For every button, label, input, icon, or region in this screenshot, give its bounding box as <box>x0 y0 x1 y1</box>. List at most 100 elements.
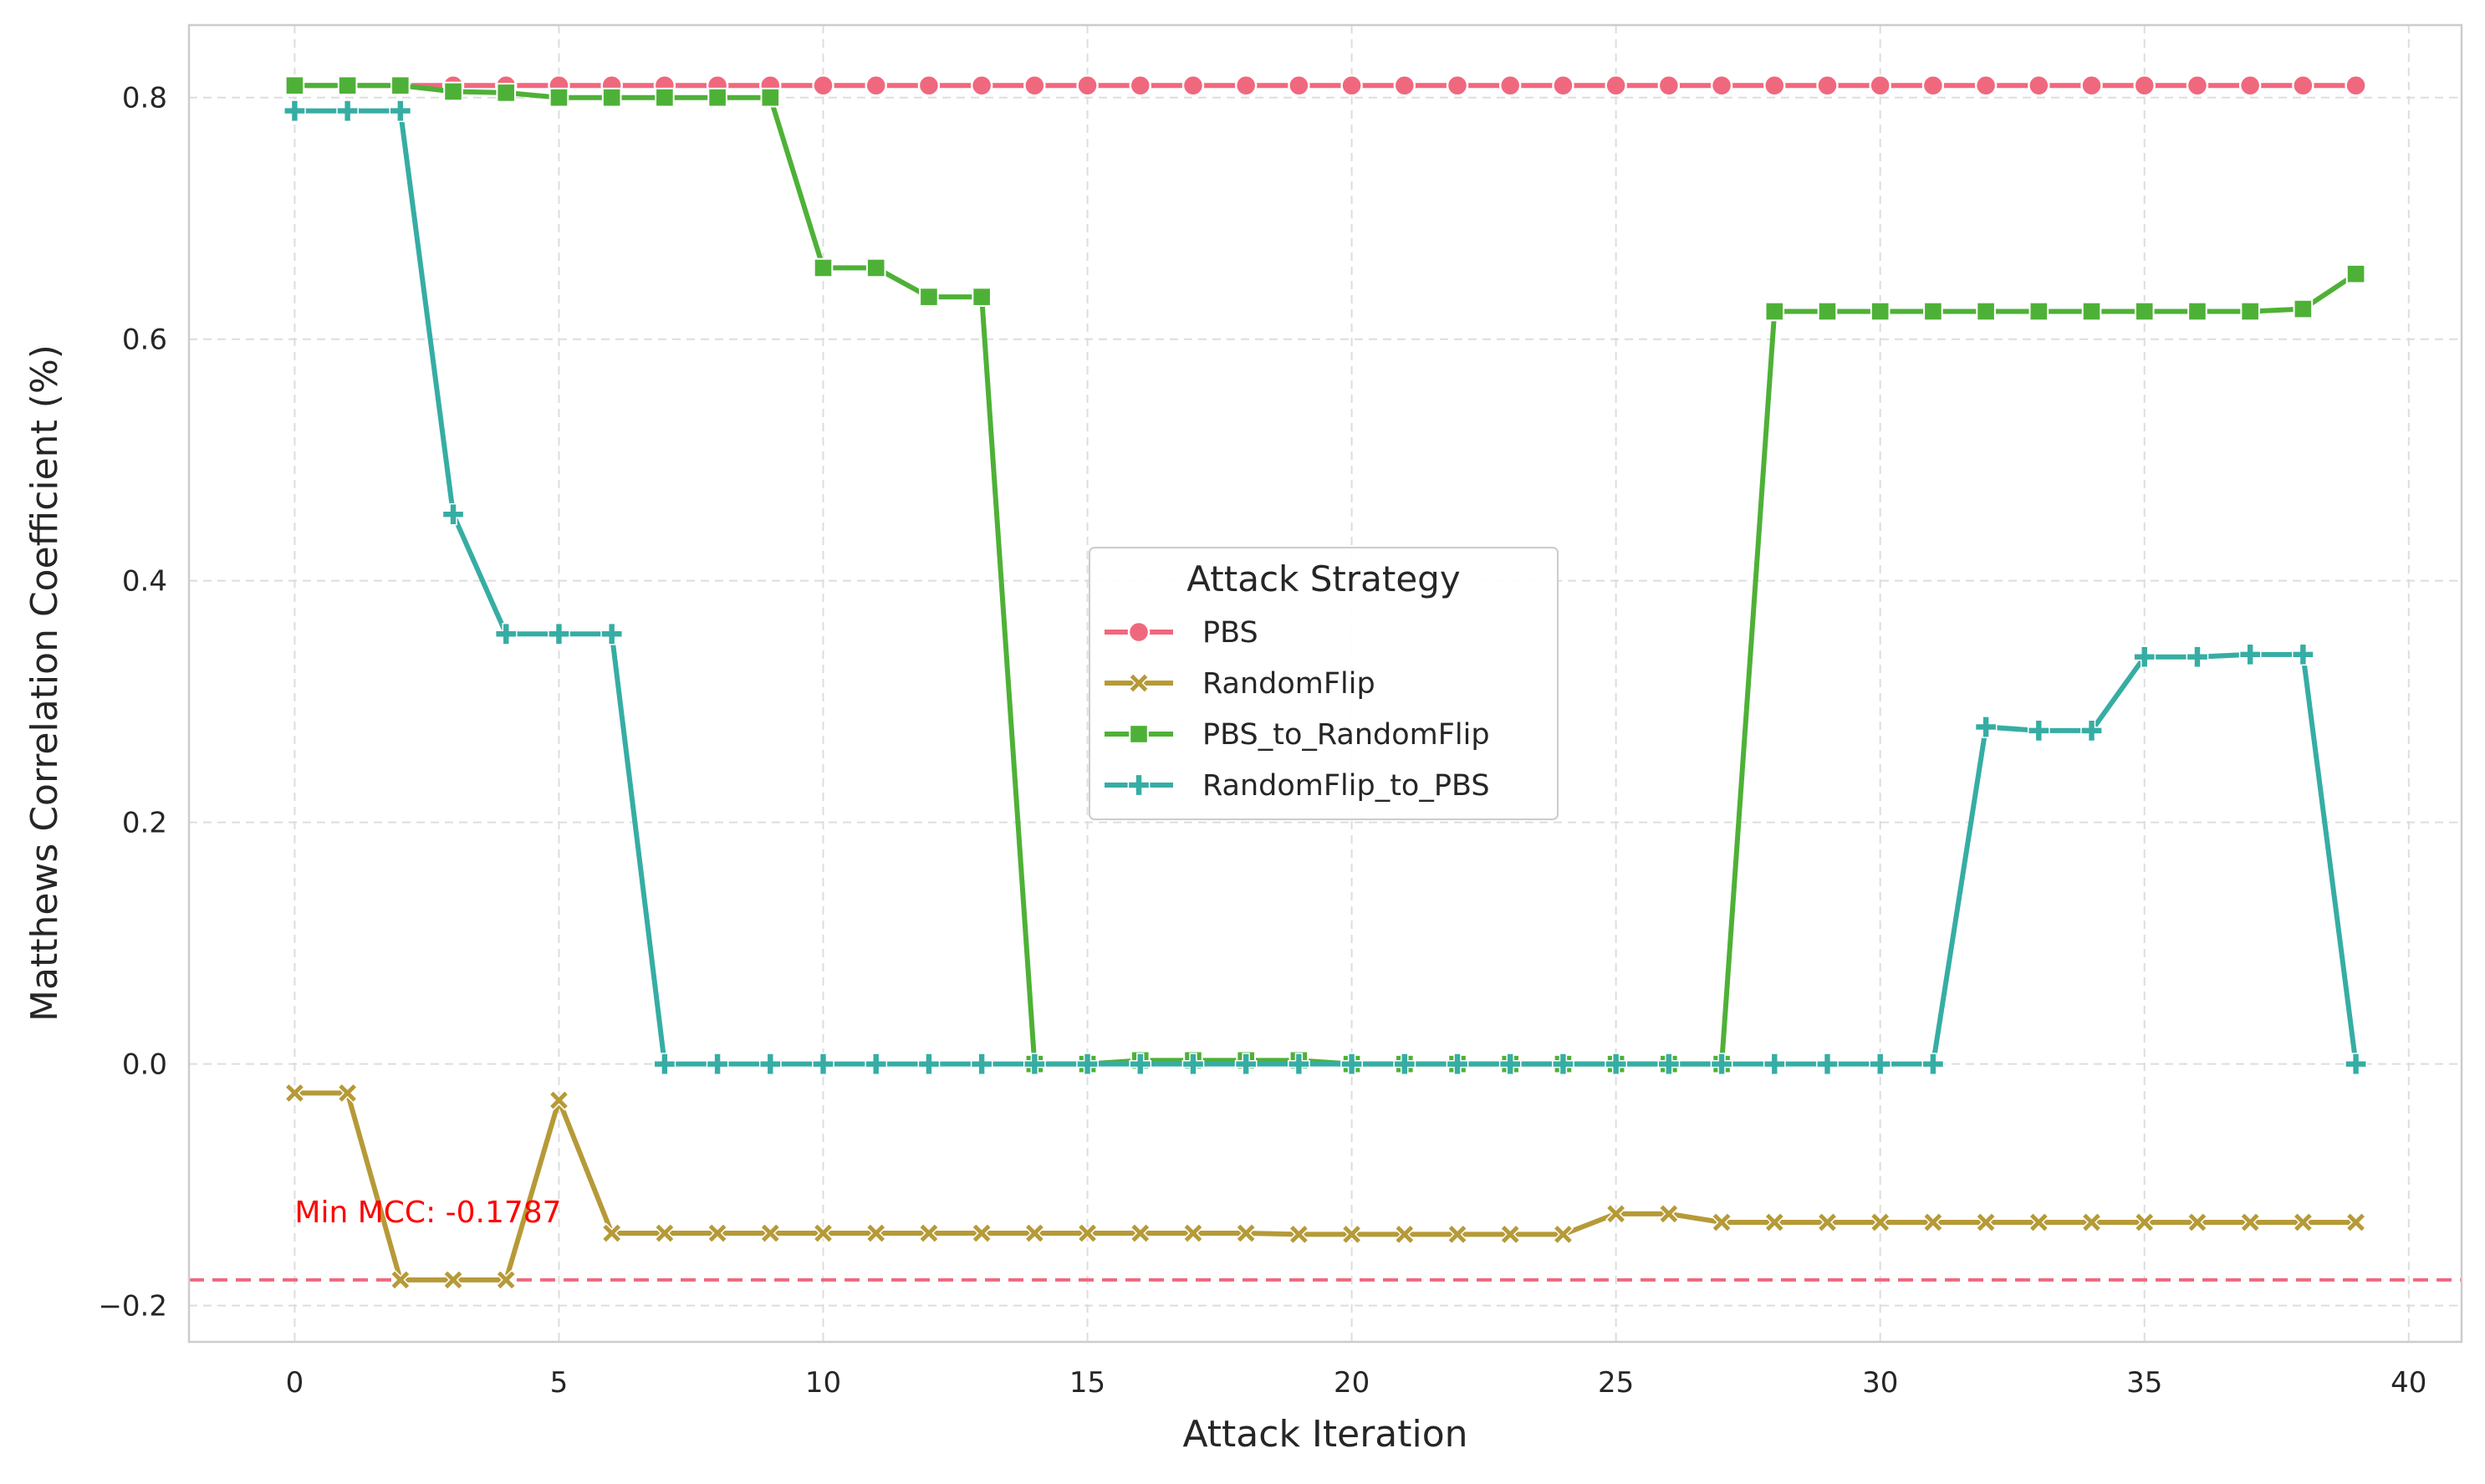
data-point <box>1394 1223 1416 1245</box>
data-point <box>971 1222 992 1244</box>
data-point <box>2345 1211 2367 1233</box>
data-point <box>812 1053 834 1076</box>
data-point <box>2292 74 2314 97</box>
legend-item-randomflip[interactable]: RandomFlip <box>1105 667 1375 701</box>
data-point <box>813 1222 834 1244</box>
data-point <box>2134 1211 2156 1233</box>
x-tick-label: 0 <box>286 1366 304 1400</box>
data-point <box>2345 74 2367 97</box>
series-line <box>292 108 2359 1067</box>
data-point <box>1921 1053 1945 1076</box>
data-point <box>2240 301 2260 322</box>
data-point <box>1235 1222 1257 1244</box>
data-point <box>1605 1053 1627 1076</box>
data-point <box>1763 1211 1785 1233</box>
data-point <box>1657 74 1681 97</box>
data-point <box>2187 301 2207 322</box>
data-point <box>972 287 992 307</box>
data-point <box>390 75 411 96</box>
data-point <box>549 1089 569 1111</box>
data-point <box>760 87 781 108</box>
data-point <box>1130 1222 1151 1244</box>
legend-box <box>1089 547 1559 820</box>
data-point <box>549 87 569 108</box>
data-point <box>1658 1203 1680 1225</box>
legend-title: Attack Strategy <box>1186 558 1460 599</box>
data-point <box>1181 74 1205 97</box>
plot-frame <box>187 23 2463 1344</box>
data-point <box>759 1222 781 1244</box>
data-point <box>1341 1223 1363 1245</box>
y-tick-label: −0.2 <box>98 1290 167 1323</box>
data-point <box>284 75 305 96</box>
data-point <box>1023 74 1046 97</box>
data-point <box>2080 74 2103 97</box>
data-point <box>758 1053 782 1076</box>
data-point <box>865 1222 887 1244</box>
data-point <box>1076 1053 1099 1076</box>
legend[interactable]: Attack Strategy PBS RandomFlip PBS_to_Rando… <box>1089 547 1559 820</box>
x-tick-label: 10 <box>805 1366 841 1400</box>
data-point <box>865 1053 888 1076</box>
data-point <box>1023 1222 1045 1244</box>
data-point <box>1605 1203 1627 1225</box>
data-point <box>1710 1053 1733 1076</box>
data-point <box>2133 645 2156 669</box>
data-point <box>2027 719 2050 742</box>
data-point <box>970 74 993 97</box>
y-axis-label: Matthews Correlation Coefficient (%) <box>23 344 66 1022</box>
data-point <box>1974 74 1998 97</box>
data-point <box>654 1222 676 1244</box>
data-point <box>1710 74 1733 97</box>
data-point <box>918 1222 940 1244</box>
data-point <box>2345 263 2366 284</box>
legend-label: PBS <box>1202 616 1258 650</box>
data-point <box>600 622 624 645</box>
data-point <box>1817 301 1838 322</box>
data-point <box>441 502 465 526</box>
data-point <box>443 81 463 102</box>
min-mcc-annotation: Min MCC: -0.1787 <box>294 1196 561 1230</box>
data-point <box>337 1082 359 1104</box>
data-point <box>2293 298 2314 319</box>
data-point <box>653 1053 676 1076</box>
data-point <box>1657 1053 1681 1076</box>
data-point <box>2186 1211 2208 1233</box>
annotations: Min MCC: -0.1787 <box>294 1196 561 1230</box>
x-tick-label: 5 <box>550 1366 569 1400</box>
data-point <box>1288 1223 1309 1245</box>
data-point <box>2239 1211 2261 1233</box>
legend-label: RandomFlip_to_PBS <box>1202 769 1490 803</box>
data-point <box>655 87 675 108</box>
data-point <box>812 74 834 97</box>
data-point <box>1077 1222 1099 1244</box>
data-point <box>1129 74 1152 97</box>
data-point <box>1975 1211 1997 1233</box>
data-point <box>2028 74 2050 97</box>
data-point <box>2186 645 2209 669</box>
legend-marker <box>1129 724 1149 744</box>
legend-item-pbs-to-randomflip[interactable]: PBS_to_RandomFlip <box>1105 718 1490 752</box>
legend-item-randomflip-to-pbs[interactable]: RandomFlip_to_PBS <box>1105 769 1490 803</box>
data-point <box>1869 74 1891 97</box>
data-point <box>336 99 359 122</box>
data-point <box>1446 1053 1469 1076</box>
data-point <box>337 75 358 96</box>
legend-marker <box>1127 620 1151 644</box>
data-point <box>865 74 887 97</box>
data-point <box>2238 74 2262 97</box>
x-tick-label: 30 <box>1862 1366 1898 1400</box>
data-point <box>601 1222 623 1244</box>
series-randomflip-to-pbs <box>283 99 2367 1076</box>
data-point <box>390 1269 411 1291</box>
legend-item-pbs[interactable]: PBS <box>1105 616 1258 650</box>
x-axis-label: Attack Iteration <box>1182 1413 1467 1456</box>
data-point <box>1499 1223 1521 1245</box>
data-point <box>495 1269 517 1291</box>
data-point <box>2081 301 2102 322</box>
data-point <box>1181 1053 1205 1076</box>
data-point <box>1922 1211 1944 1233</box>
x-tick-label: 25 <box>1598 1366 1634 1400</box>
